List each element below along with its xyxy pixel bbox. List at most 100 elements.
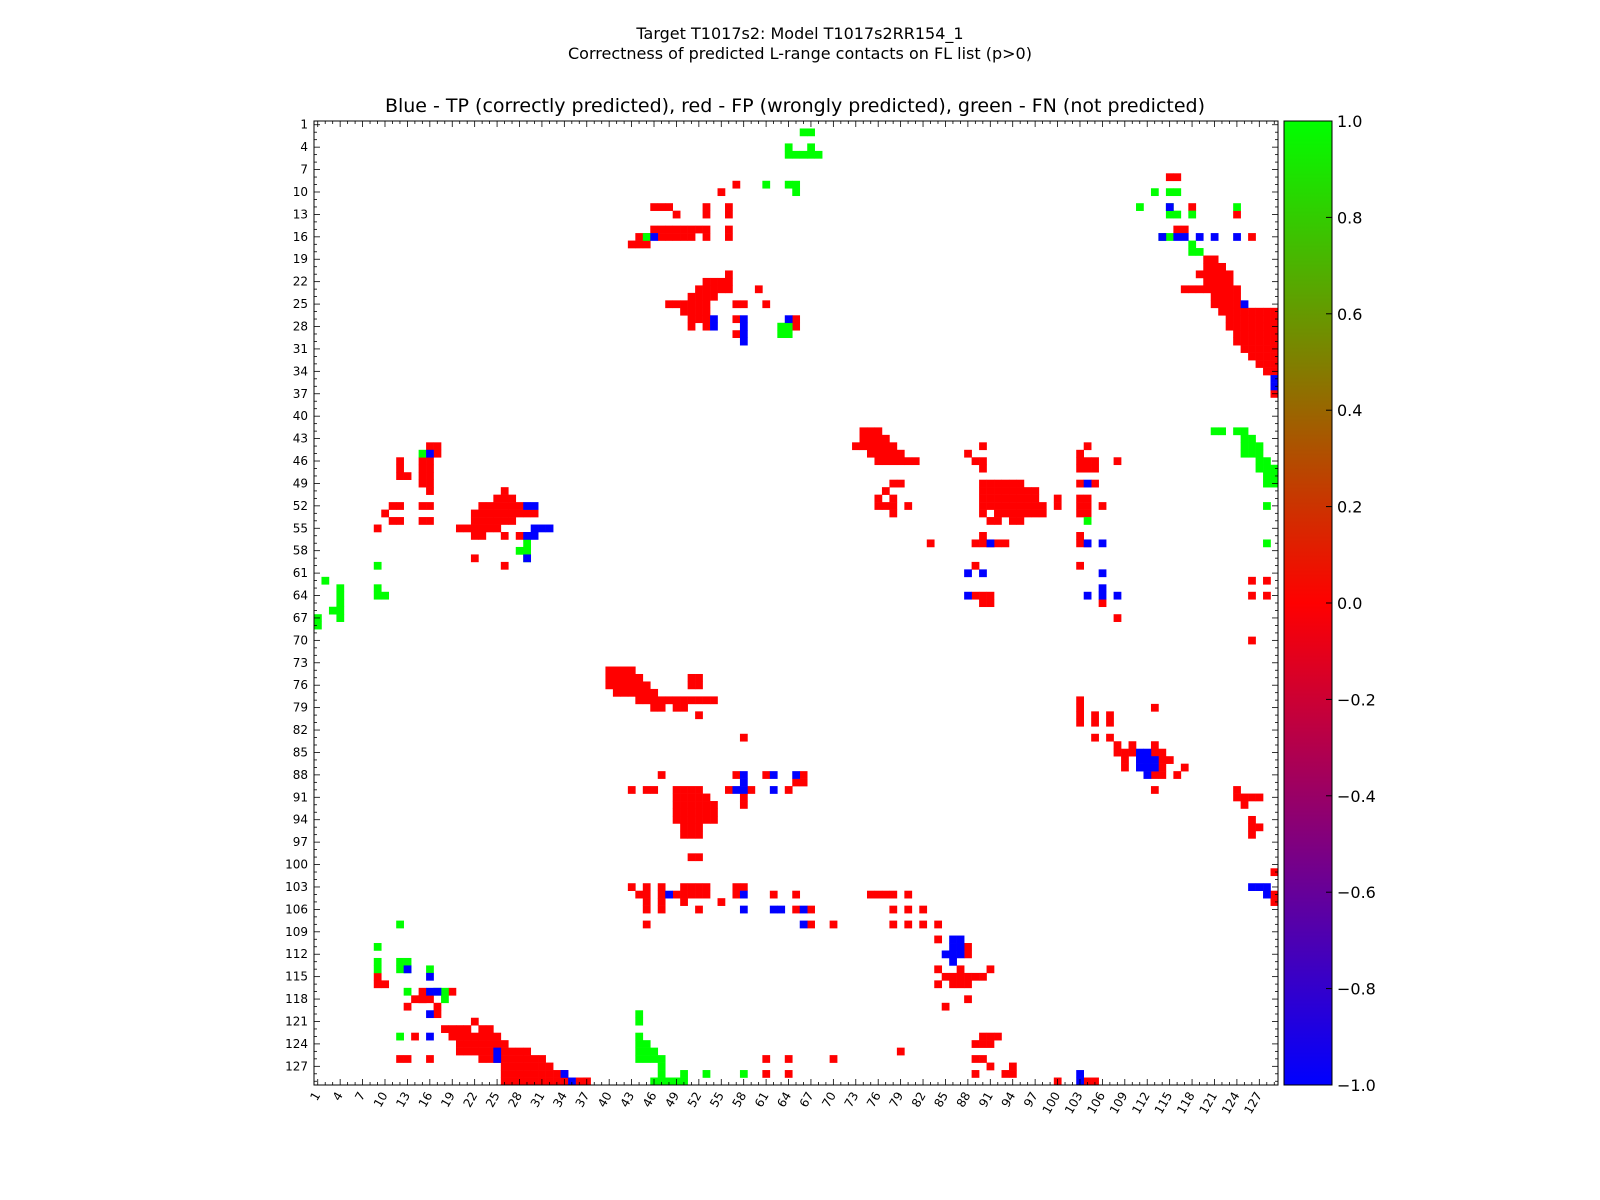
- fp-cell: [1076, 479, 1084, 488]
- fp-cell: [1203, 285, 1212, 294]
- fp-cell: [881, 457, 890, 466]
- fp-cell: [702, 801, 711, 809]
- fp-cell: [956, 972, 965, 981]
- fp-cell: [725, 270, 733, 279]
- fp-cell: [500, 494, 509, 503]
- fp-cell: [792, 778, 801, 787]
- fp-cell: [493, 517, 502, 525]
- fp-cell: [1210, 277, 1219, 286]
- fp-cell: [485, 1055, 494, 1063]
- fp-cell: [889, 905, 898, 914]
- fn-cell: [328, 606, 337, 615]
- y-tick-label: 19: [293, 252, 308, 266]
- x-tick-label: 100: [1040, 1090, 1064, 1117]
- fp-cell: [1218, 270, 1226, 279]
- fp-cell: [1031, 487, 1040, 495]
- fp-cell: [672, 233, 681, 241]
- fp-cell: [1016, 502, 1025, 510]
- fp-cell: [799, 771, 808, 779]
- heatmap-cells: [314, 128, 1279, 1086]
- y-tick-label: 31: [293, 342, 308, 356]
- x-tick-label: 82: [909, 1090, 929, 1110]
- fp-cell: [605, 666, 614, 675]
- fn-cell: [657, 1062, 666, 1071]
- fp-cell: [523, 1062, 532, 1071]
- fp-cell: [657, 225, 666, 234]
- fp-cell: [881, 434, 890, 443]
- x-tick-label: 73: [842, 1090, 862, 1110]
- fp-cell: [979, 1040, 987, 1048]
- fp-cell: [448, 1032, 457, 1041]
- fp-cell: [627, 681, 636, 690]
- fn-cell: [777, 322, 786, 331]
- fp-cell: [515, 502, 524, 510]
- tp-cell: [777, 905, 786, 914]
- fp-cell: [687, 801, 696, 809]
- x-tick-label: 31: [528, 1090, 548, 1110]
- fp-cell: [1016, 494, 1025, 503]
- fp-cell: [1076, 703, 1084, 712]
- fp-cell: [1008, 509, 1017, 518]
- fp-cell: [889, 890, 898, 899]
- x-tick-label: 91: [976, 1090, 996, 1110]
- fp-cell: [874, 457, 883, 466]
- fp-cell: [605, 681, 614, 690]
- fp-cell: [657, 905, 666, 914]
- fp-cell: [702, 808, 711, 817]
- fp-cell: [971, 972, 980, 981]
- fp-cell: [1188, 285, 1197, 294]
- colorbar-tick-label: −0.6: [1337, 883, 1376, 902]
- fp-cell: [702, 225, 711, 234]
- fp-cell: [994, 517, 1002, 525]
- fn-cell: [792, 180, 801, 189]
- fn-cell: [1255, 449, 1264, 458]
- fp-cell: [470, 524, 479, 533]
- tp-cell: [964, 591, 972, 600]
- fp-cell: [672, 696, 681, 705]
- fp-cell: [1263, 322, 1271, 331]
- tp-cell: [1233, 233, 1241, 241]
- fp-cell: [627, 883, 636, 891]
- fp-cell: [979, 494, 987, 503]
- fn-cell: [635, 1040, 644, 1048]
- x-tick-label: 34: [550, 1090, 570, 1110]
- fn-cell: [403, 957, 412, 966]
- fp-cell: [1091, 733, 1099, 742]
- fp-cell: [1218, 262, 1226, 271]
- x-tick-label: 97: [1021, 1090, 1041, 1110]
- fn-cell: [396, 1032, 404, 1041]
- tp-cell: [1113, 591, 1122, 600]
- fp-cell: [874, 502, 883, 510]
- fp-cell: [1150, 771, 1159, 779]
- fp-cell: [1031, 509, 1040, 518]
- fn-cell: [1083, 517, 1092, 525]
- fp-cell: [418, 987, 427, 996]
- colorbar-tick-label: −0.2: [1337, 690, 1376, 709]
- tp-cell: [560, 1070, 569, 1078]
- fn-cell: [1165, 233, 1174, 241]
- fp-cell: [1225, 270, 1234, 279]
- fp-cell: [904, 457, 913, 466]
- fp-cell: [635, 696, 644, 705]
- fp-cell: [680, 801, 688, 809]
- colorbar: [1283, 120, 1333, 1086]
- fp-cell: [515, 1062, 524, 1071]
- colorbar-tick-label: −1.0: [1337, 1076, 1376, 1095]
- fp-cell: [695, 815, 703, 824]
- fp-cell: [381, 509, 390, 518]
- fp-cell: [732, 180, 741, 189]
- fp-cell: [1158, 756, 1167, 764]
- colorbar-tick-label: 0.4: [1337, 401, 1362, 420]
- x-tick-label: 106: [1084, 1090, 1108, 1117]
- fp-cell: [889, 479, 898, 488]
- fp-cell: [1210, 255, 1219, 264]
- y-tick-label: 115: [285, 970, 308, 984]
- fp-cell: [881, 502, 890, 510]
- fp-cell: [642, 240, 651, 249]
- fp-cell: [642, 681, 651, 690]
- fp-cell: [478, 1047, 487, 1056]
- y-tick-label: 46: [293, 454, 308, 468]
- y-tick-label: 112: [285, 947, 308, 961]
- tp-cell: [530, 502, 539, 510]
- fp-cell: [1008, 479, 1017, 488]
